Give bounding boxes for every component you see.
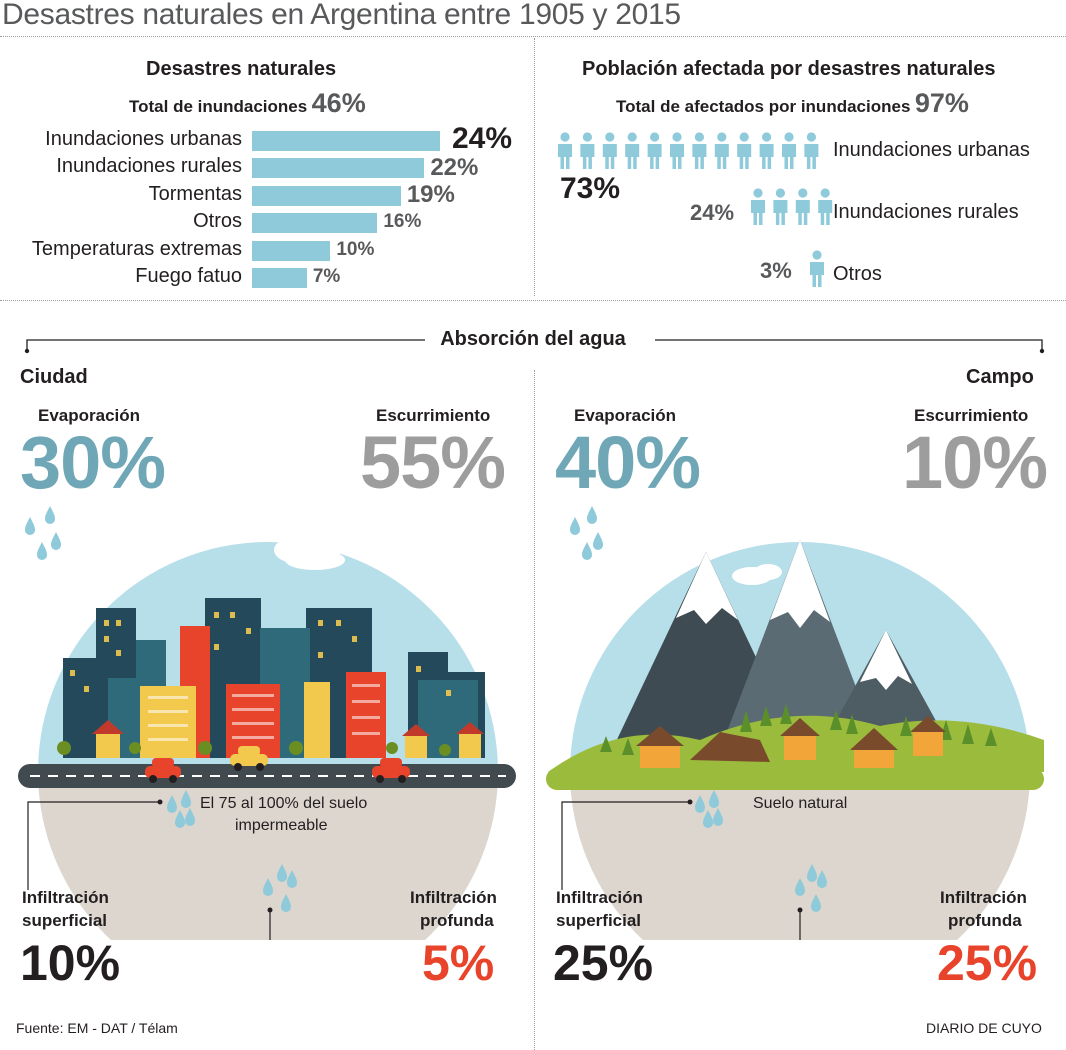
person-icon-urbanas: [782, 132, 796, 169]
campo-inf-sup-value: 25%: [553, 935, 654, 991]
bar-chart-subtitle: Total de inundaciones 46%: [129, 88, 366, 119]
picto-label-rurales: Inundaciones rurales: [833, 201, 1019, 223]
absorcion-title: Absorción del agua: [432, 328, 634, 350]
ciudad-evaporation-drops: [25, 506, 61, 560]
pictograph-icons: [558, 132, 833, 287]
ciudad-inf-prof-label-2: profunda: [420, 911, 494, 930]
divider-vertical-top: [534, 38, 535, 296]
person-icon-urbanas: [558, 132, 572, 169]
bar-value-label: 22%: [430, 153, 479, 181]
ciudad-suelo-note-1: El 75 al 100% del suelo: [200, 795, 368, 812]
person-icon-urbanas: [737, 132, 752, 169]
campo-suelo-note: Suelo natural: [753, 795, 848, 812]
bar-label: Temperaturas extremas: [31, 237, 242, 260]
absorcion-bracket: [24, 339, 1045, 354]
person-icon-urbanas: [692, 132, 707, 169]
campo-inf-prof-value: 25%: [937, 935, 1038, 991]
picto-label-urbanas: Inundaciones urbanas: [833, 139, 1030, 161]
ciudad-inf-sup-label-1: Infiltración: [22, 888, 109, 907]
bar-value-label: 19%: [406, 180, 455, 208]
ciudad-escurrimiento-label: Escurrimiento: [376, 406, 491, 425]
picto-label-otros: Otros: [833, 263, 882, 285]
campo-escurrimiento-value: 10%: [902, 421, 1048, 504]
ciudad-inf-sup-label-2: superficial: [22, 911, 108, 930]
bar-label: Tormentas: [148, 182, 242, 205]
footer-brand: DIARIO DE CUYO: [926, 1020, 1042, 1036]
picto-value-rurales: 24%: [690, 200, 735, 225]
campo-label: Campo: [966, 366, 1034, 388]
person-icon-rurales: [818, 188, 833, 225]
ciudad-inf-prof-value: 5%: [422, 935, 495, 991]
bar-value-label: 16%: [383, 211, 422, 233]
campo-escurrimiento-label: Escurrimiento: [914, 406, 1029, 425]
ciudad-label: Ciudad: [20, 366, 88, 388]
divider-vertical-bottom: [534, 370, 535, 1050]
pictograph-subtitle: Total de afectados por inundaciones 97%: [616, 88, 969, 119]
campo-evaporation-drops: [570, 506, 603, 560]
person-icon-urbanas: [625, 132, 640, 169]
person-icon-urbanas: [602, 132, 617, 169]
person-icon-rurales: [751, 188, 765, 225]
bar-label: Inundaciones rurales: [56, 155, 242, 178]
pictograph-title: Población afectada por desastres natural…: [582, 58, 996, 80]
ciudad-suelo-note-2: impermeable: [235, 817, 328, 834]
person-icon-urbanas: [647, 132, 662, 169]
bar: [252, 268, 307, 288]
ciudad-circle: [18, 534, 516, 940]
bar-label: Otros: [193, 210, 242, 233]
bar-value-label: 24%: [452, 122, 513, 156]
pictograph-subtitle-label: Total de afectados por inundaciones: [616, 97, 911, 116]
bar-label: Inundaciones urbanas: [45, 128, 242, 150]
person-icon-urbanas: [670, 132, 684, 169]
bar: [252, 131, 440, 151]
divider-middle: [0, 300, 1066, 301]
campo-evaporacion-value: 40%: [555, 421, 701, 504]
page-title: Desastres naturales en Argentina entre 1…: [2, 0, 681, 31]
ciudad-evaporacion-value: 30%: [20, 421, 166, 504]
ciudad-evaporacion-label: Evaporación: [38, 406, 141, 425]
ciudad-escurrimiento-value: 55%: [360, 421, 506, 504]
ciudad-inf-sup-value: 10%: [20, 935, 121, 991]
campo-inf-sup-label-2: superficial: [556, 911, 642, 930]
campo-inf-prof-label-2: profunda: [948, 911, 1022, 930]
bar: [252, 158, 425, 179]
person-icon-otros: [810, 250, 824, 287]
person-icon-urbanas: [580, 132, 595, 169]
bar-label: Fuego fatuo: [135, 265, 242, 287]
divider-top: [0, 36, 1066, 37]
campo-inf-sup-label-1: Infiltración: [556, 888, 643, 907]
bar-chart-subtitle-label: Total de inundaciones: [129, 97, 308, 116]
person-icon-rurales: [795, 188, 810, 225]
absorcion-illustration: [18, 506, 1044, 940]
person-icon-rurales: [773, 188, 788, 225]
person-icon-urbanas: [804, 132, 819, 169]
campo-circle: [546, 514, 1044, 940]
bar: [252, 185, 401, 206]
bar-chart-title: Desastres naturales: [146, 58, 337, 80]
bar-value-label: 7%: [312, 266, 341, 288]
person-icon-urbanas: [759, 132, 774, 169]
absorcion-heading-wrap: Absorción del agua: [0, 328, 1066, 351]
ciudad-inf-prof-label-1: Infiltración: [410, 888, 497, 907]
picto-value-urbanas: 73%: [560, 172, 621, 205]
pictograph-subtitle-value: 97%: [914, 88, 969, 118]
campo-evaporacion-label: Evaporación: [574, 406, 677, 425]
bar-value-label: 10%: [336, 238, 375, 260]
bar: [252, 240, 331, 261]
bar-chart-subtitle-value: 46%: [311, 88, 366, 118]
person-icon-urbanas: [714, 132, 729, 169]
footer-source: Fuente: EM - DAT / Télam: [16, 1020, 178, 1036]
campo-inf-prof-label-1: Infiltración: [940, 888, 1027, 907]
bar: [252, 213, 378, 234]
picto-value-otros: 3%: [760, 258, 792, 283]
